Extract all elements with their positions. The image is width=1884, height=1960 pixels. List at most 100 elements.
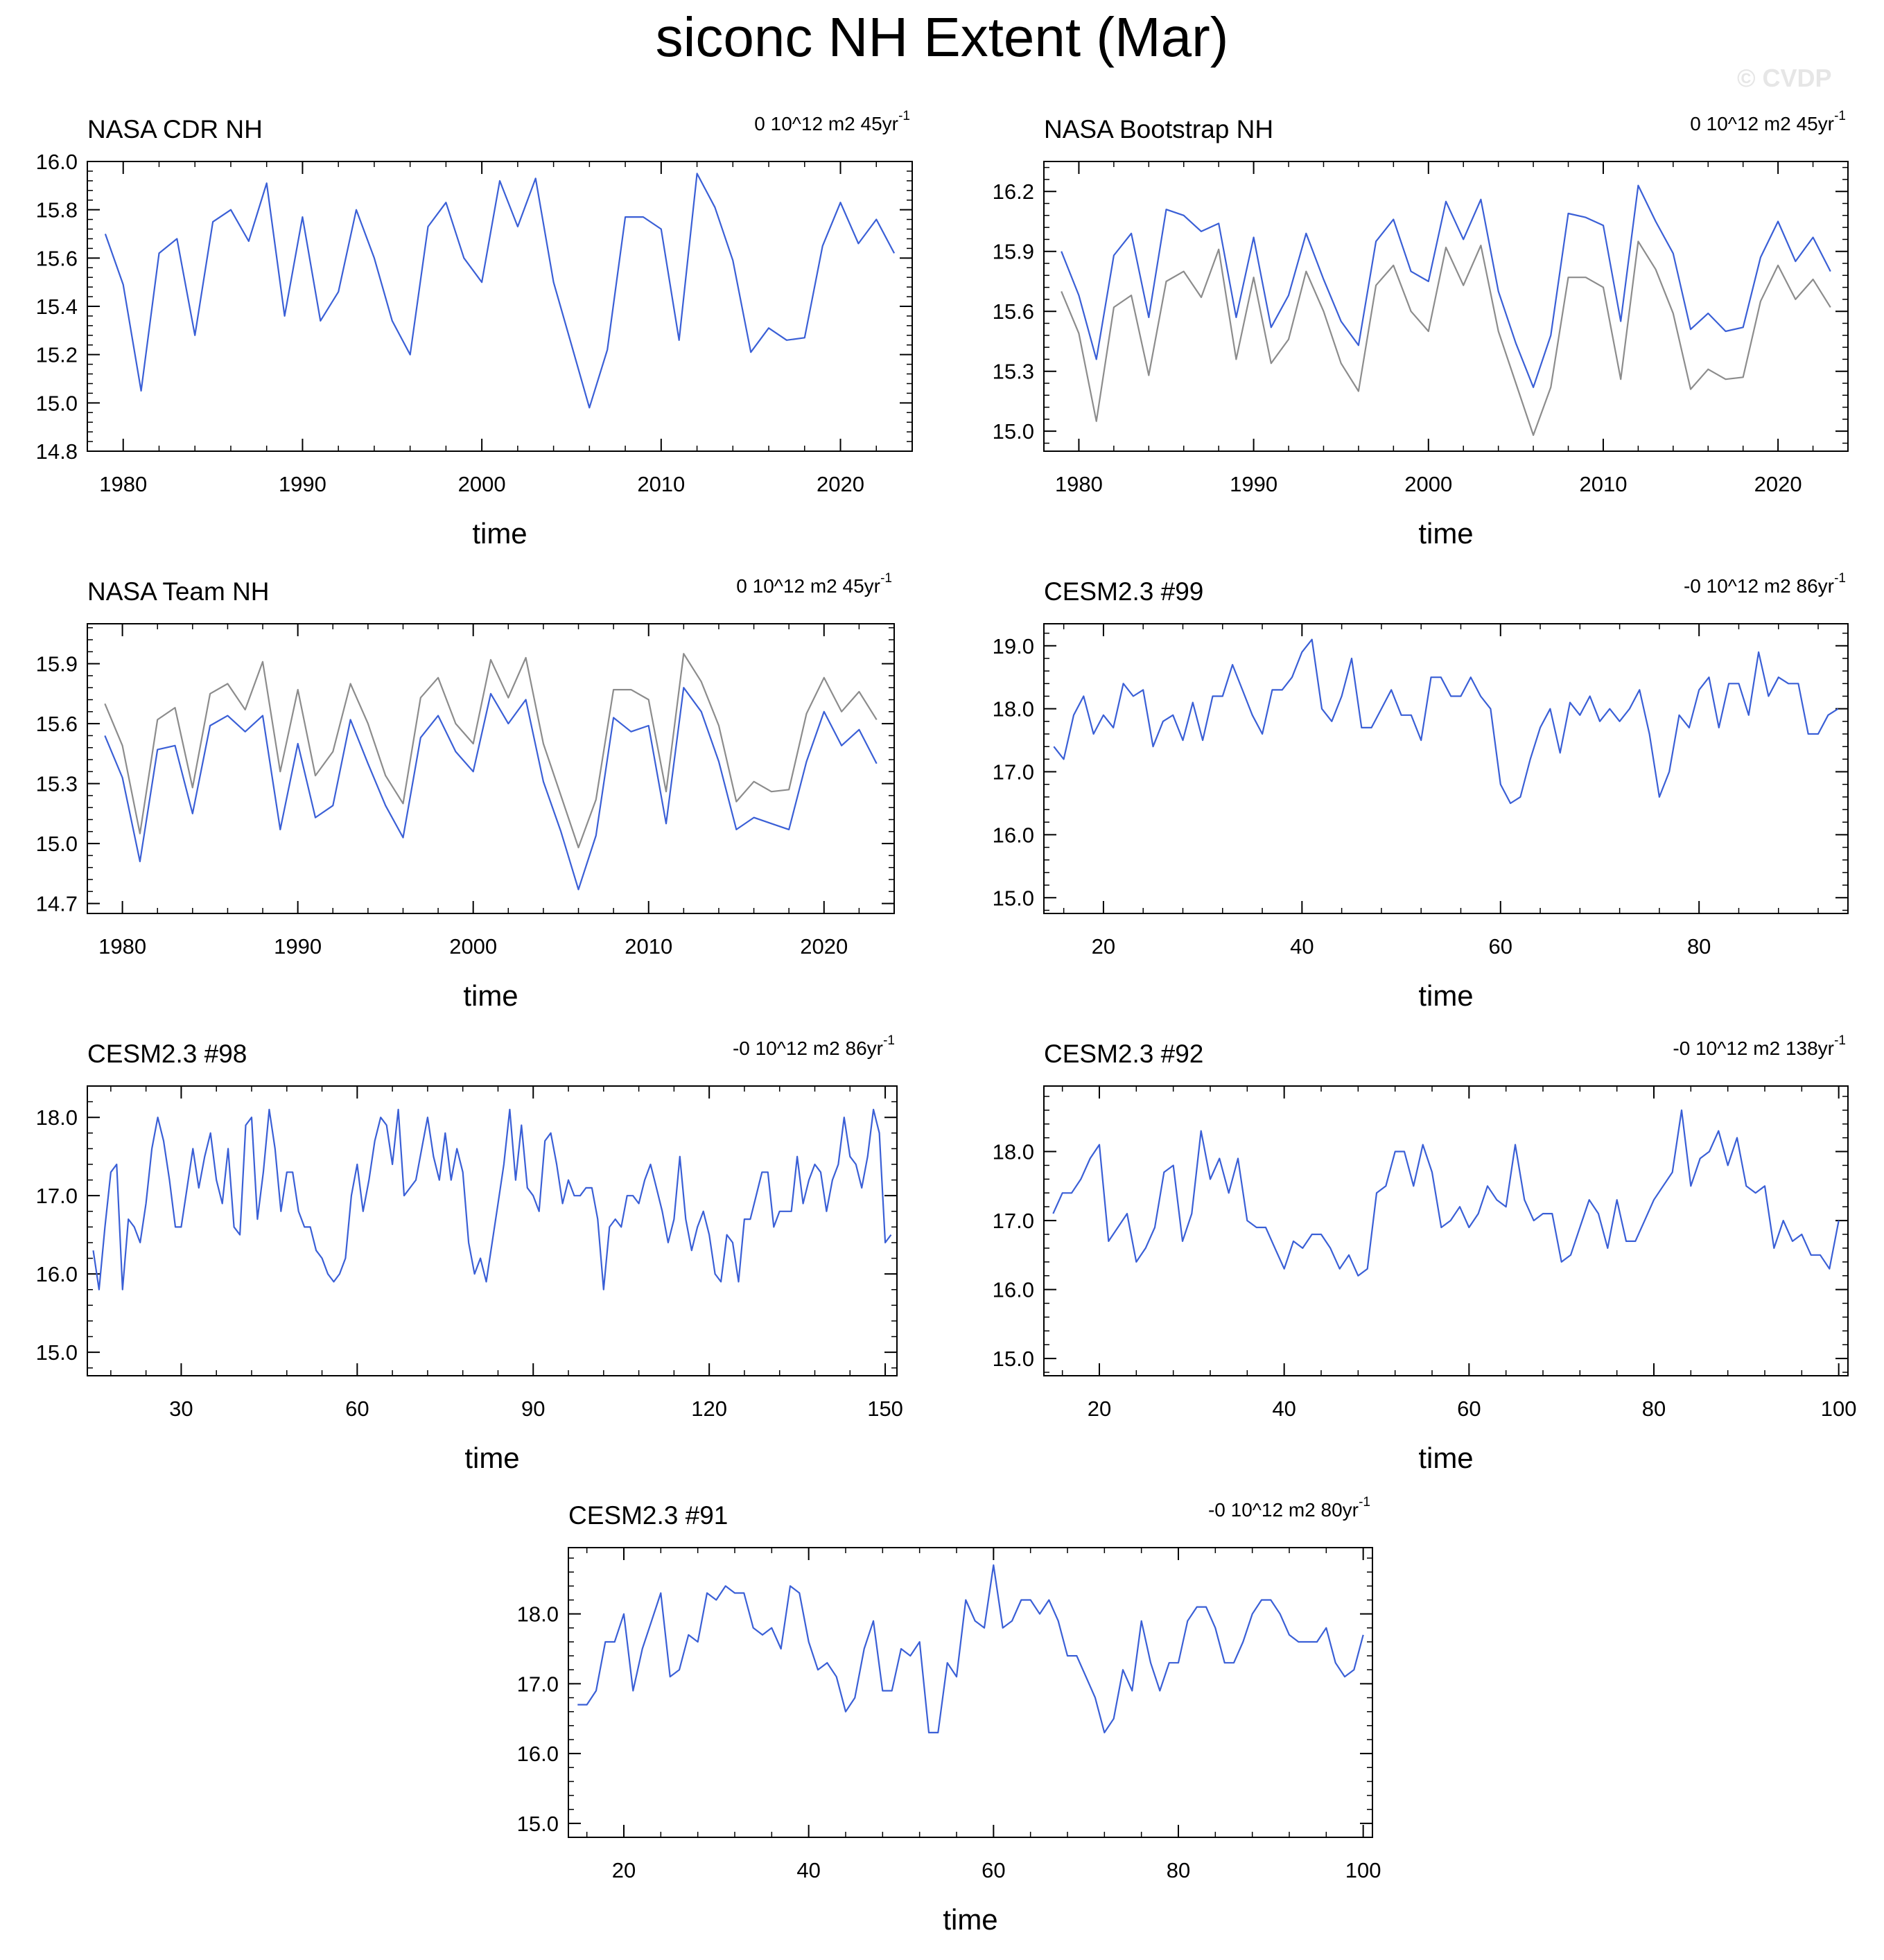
trend-superscript: -1 — [1359, 1495, 1370, 1510]
series-line — [104, 653, 878, 849]
series-line — [104, 687, 878, 891]
chart-panel-3: 14.7 15.0 15.3 15.6 15.9 1980 1990 2000 2010 2020… — [36, 571, 895, 1012]
y-tick-label: 15.9 — [36, 652, 78, 676]
x-tick-label: 20 — [612, 1858, 636, 1882]
x-tick-label: 2000 — [449, 934, 497, 959]
x-tick-label: 120 — [691, 1397, 727, 1421]
y-tick-label: 16.0 — [36, 150, 78, 174]
y-tick-label: 15.0 — [993, 1347, 1034, 1371]
y-tick-label: 15.6 — [36, 712, 78, 736]
cvdp-watermark: © CVDP — [1737, 64, 1832, 92]
trend-superscript: -1 — [880, 571, 892, 586]
trend-superscript: -1 — [1834, 571, 1846, 586]
x-tick-label: 2010 — [637, 472, 685, 496]
x-tick-label: 2020 — [800, 934, 848, 959]
y-tick-label: 15.0 — [993, 886, 1034, 910]
x-tick-label: 60 — [982, 1858, 1005, 1882]
x-tick-label: 1990 — [1230, 472, 1277, 496]
y-tick-label: 14.7 — [36, 892, 78, 916]
x-tick-label: 80 — [1642, 1397, 1666, 1421]
y-tick-label: 15.0 — [993, 419, 1034, 444]
x-axis-label: time — [463, 979, 518, 1012]
y-tick-label: 15.6 — [993, 299, 1034, 324]
y-tick-label: 15.2 — [36, 343, 78, 367]
chart-panel-6: 15.0 16.0 17.0 18.0 20 40 60 80 100 CESM2.3 #92 -0… — [993, 1033, 1857, 1474]
series-line — [92, 1108, 892, 1290]
x-tick-label: 80 — [1687, 934, 1711, 959]
x-tick-label: 2010 — [1579, 472, 1627, 496]
chart-panel-2: 15.0 15.3 15.6 15.9 16.2 1980 1990 2000 2010 2020… — [993, 109, 1849, 550]
panel-title: CESM2.3 #99 — [1044, 577, 1203, 606]
series-line — [577, 1564, 1364, 1733]
series-line — [1061, 240, 1831, 437]
y-tick-label: 15.0 — [36, 391, 78, 415]
trend-superscript: -1 — [1834, 1033, 1846, 1048]
trend-superscript: -1 — [1834, 109, 1846, 123]
panel-title: NASA Team NH — [87, 577, 270, 606]
x-tick-label: 1980 — [98, 934, 146, 959]
series-line — [104, 173, 896, 409]
x-axis-label: time — [1418, 1442, 1473, 1474]
y-tick-label: 15.3 — [36, 772, 78, 796]
y-tick-label: 17.0 — [993, 760, 1034, 785]
x-tick-label: 40 — [1272, 1397, 1296, 1421]
chart-panel-5: 15.0 16.0 17.0 18.0 30 60 90 120 150 CESM2.3 #98 -… — [36, 1033, 903, 1474]
x-axis-label: time — [943, 1903, 997, 1936]
trend-label: 0 10^12 m2 45yr — [754, 113, 898, 134]
panel-title: NASA CDR NH — [87, 115, 263, 143]
y-tick-label: 17.0 — [993, 1209, 1034, 1233]
x-axis-label: time — [1418, 979, 1473, 1012]
plot-frame — [568, 1547, 1373, 1838]
trend-label: -0 10^12 m2 86yr — [733, 1038, 883, 1059]
y-tick-label: 18.0 — [36, 1105, 78, 1130]
plot-frame — [1043, 1085, 1849, 1376]
y-tick-label: 16.0 — [993, 823, 1034, 847]
y-tick-label: 17.0 — [36, 1184, 78, 1208]
x-tick-label: 100 — [1345, 1858, 1381, 1882]
y-tick-label: 15.6 — [36, 246, 78, 270]
y-tick-label: 15.0 — [36, 832, 78, 856]
figure-title: siconc NH Extent (Mar) — [655, 6, 1229, 68]
trend-label: 0 10^12 m2 45yr — [1690, 113, 1834, 134]
chart-panel-4: 15.0 16.0 17.0 18.0 19.0 20 40 60 80 CESM2.3 #99 -… — [993, 571, 1849, 1012]
x-tick-label: 2000 — [458, 472, 506, 496]
y-tick-label: 15.8 — [36, 198, 78, 222]
x-axis-label: time — [472, 517, 527, 550]
chart-panel-1: 14.8 15.0 15.2 15.4 15.6 15.8 16.0 1980 1990 2000… — [36, 109, 913, 550]
y-tick-label: 16.0 — [993, 1278, 1034, 1302]
trend-label: -0 10^12 m2 86yr — [1684, 575, 1834, 597]
x-tick-label: 80 — [1167, 1858, 1190, 1882]
trend-label: -0 10^12 m2 138yr — [1673, 1038, 1834, 1059]
x-tick-label: 100 — [1821, 1397, 1857, 1421]
x-tick-label: 60 — [1489, 934, 1512, 959]
plot-frame — [87, 1085, 898, 1376]
x-tick-label: 1990 — [279, 472, 326, 496]
y-tick-label: 18.0 — [993, 1140, 1034, 1164]
y-tick-label: 16.0 — [36, 1262, 78, 1286]
x-axis-label: time — [464, 1442, 519, 1474]
y-tick-label: 16.2 — [993, 180, 1034, 204]
x-tick-label: 2020 — [817, 472, 864, 496]
panel-title: CESM2.3 #92 — [1044, 1040, 1203, 1068]
x-tick-label: 2000 — [1404, 472, 1452, 496]
panel-title: NASA Bootstrap NH — [1044, 115, 1273, 143]
plot-frame — [87, 161, 913, 452]
y-tick-label: 19.0 — [993, 634, 1034, 658]
y-tick-label: 15.0 — [517, 1812, 559, 1836]
chart-panel-7: 15.0 16.0 17.0 18.0 20 40 60 80 100 CESM2.3 #91 -0… — [517, 1495, 1381, 1936]
y-tick-label: 17.0 — [517, 1672, 559, 1696]
y-tick-label: 15.3 — [993, 360, 1034, 384]
x-tick-label: 1990 — [274, 934, 322, 959]
series-line — [1053, 638, 1839, 805]
y-tick-label: 14.8 — [36, 439, 78, 464]
x-tick-label: 1980 — [99, 472, 147, 496]
plot-frame — [1043, 623, 1849, 914]
trend-superscript: -1 — [898, 109, 910, 123]
x-tick-label: 40 — [796, 1858, 820, 1882]
trend-label: 0 10^12 m2 45yr — [736, 575, 880, 597]
x-tick-label: 60 — [1457, 1397, 1481, 1421]
y-tick-label: 15.0 — [36, 1340, 78, 1365]
y-tick-label: 16.0 — [517, 1742, 559, 1766]
trend-label: -0 10^12 m2 80yr — [1208, 1499, 1359, 1521]
